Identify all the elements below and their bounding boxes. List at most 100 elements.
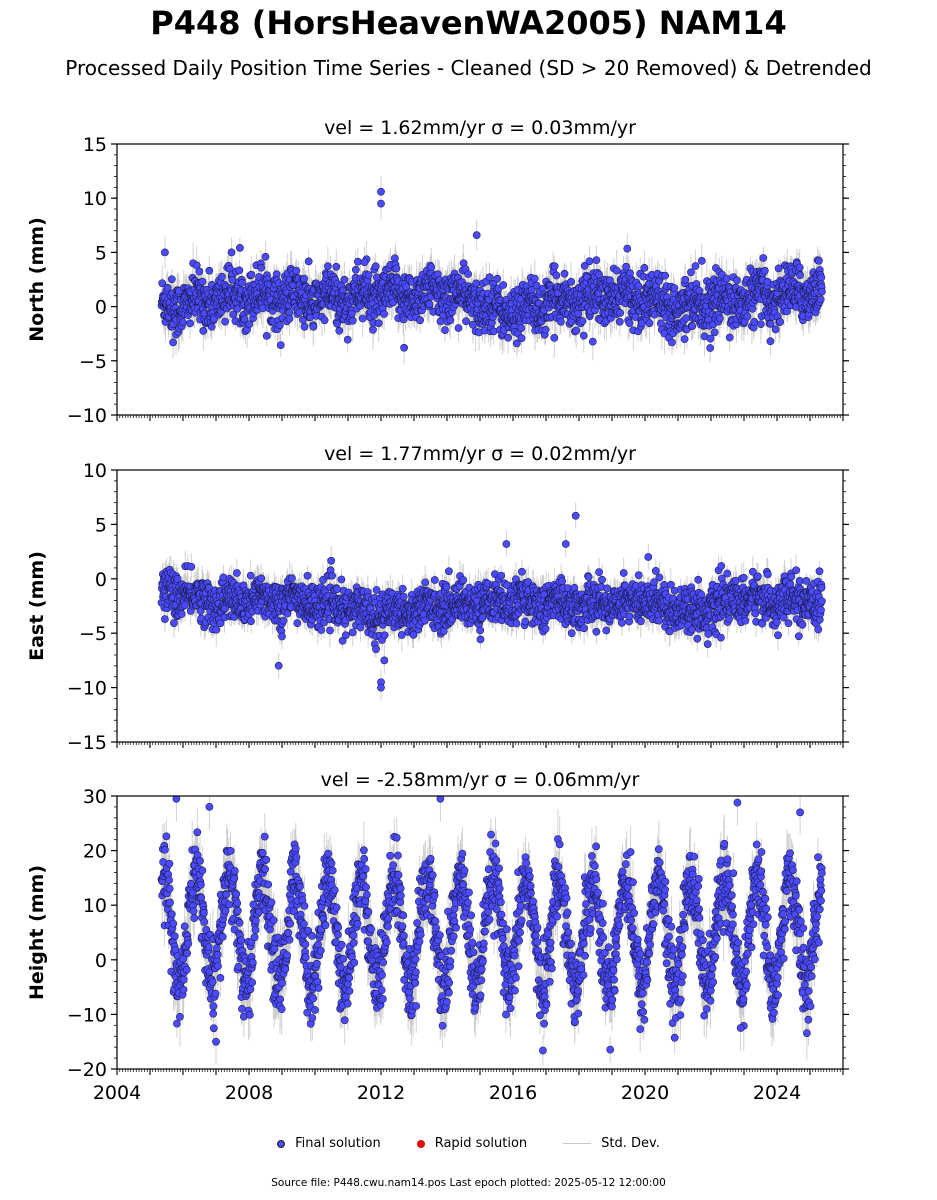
- data-point: [668, 338, 676, 347]
- data-point: [427, 263, 436, 271]
- data-point: [454, 324, 463, 332]
- y-axis-label: North (mm): [26, 217, 48, 342]
- data-point: [469, 320, 477, 329]
- data-point: [695, 286, 704, 295]
- plot-area: [157, 502, 826, 701]
- data-point: [293, 619, 302, 627]
- data-point: [681, 275, 690, 284]
- data-point: [285, 314, 294, 323]
- y-tick-label: 15: [83, 134, 107, 156]
- data-point: [170, 619, 178, 627]
- data-point: [348, 316, 357, 325]
- data-point: [502, 540, 511, 548]
- page-subtitle: Processed Daily Position Time Series - C…: [65, 56, 872, 80]
- y-tick-label: −5: [79, 351, 107, 373]
- data-point: [372, 586, 381, 594]
- data-point: [787, 572, 796, 581]
- data-point: [207, 322, 216, 331]
- data-point: [703, 640, 712, 648]
- data-point: [518, 567, 526, 576]
- data-point: [817, 273, 826, 282]
- data-point: [733, 276, 741, 285]
- chart-canvas: vel = 1.62mm/yr σ = 0.03mm/yr North (mm) −…: [26, 117, 849, 1104]
- data-point: [584, 573, 593, 581]
- data-point: [485, 273, 494, 282]
- data-point: [595, 270, 603, 279]
- data-point: [303, 571, 312, 580]
- data-point: [351, 265, 360, 274]
- data-point: [462, 317, 470, 326]
- data-point: [228, 276, 237, 284]
- data-point: [580, 262, 589, 270]
- data-point: [814, 625, 823, 634]
- data-point: [416, 316, 424, 325]
- data-point: [380, 656, 389, 665]
- y-axis-label: East (mm): [26, 551, 48, 661]
- data-point: [585, 257, 594, 266]
- data-point: [356, 623, 365, 632]
- data-point: [238, 278, 246, 287]
- data-point: [326, 626, 334, 635]
- data-point: [333, 319, 342, 328]
- data-point: [512, 619, 521, 628]
- data-point: [425, 300, 434, 308]
- y-tick-label: −10: [67, 678, 107, 700]
- data-point: [592, 256, 601, 264]
- data-point: [464, 270, 472, 278]
- data-point: [476, 635, 485, 644]
- data-point: [233, 569, 241, 577]
- data-point: [300, 322, 309, 331]
- data-point: [602, 626, 611, 635]
- data-point: [723, 569, 732, 578]
- data-point: [517, 324, 526, 332]
- data-point: [578, 317, 587, 325]
- data-point: [625, 612, 634, 621]
- data-point: [372, 645, 380, 654]
- data-point: [530, 274, 539, 283]
- data-point: [377, 683, 385, 692]
- y-tick-label: −15: [67, 732, 107, 754]
- data-point: [337, 575, 346, 584]
- data-point: [550, 262, 559, 271]
- data-point: [588, 337, 597, 346]
- data-point: [783, 307, 791, 316]
- data-point: [817, 583, 826, 592]
- data-point: [651, 567, 660, 575]
- data-point: [625, 319, 634, 327]
- data-point: [741, 616, 750, 625]
- data-point: [332, 262, 341, 271]
- data-point: [706, 334, 715, 343]
- page-title: P448 (HorsHeavenWA2005) NAM14: [150, 4, 787, 42]
- data-point: [794, 632, 803, 641]
- data-point: [616, 309, 624, 317]
- data-point: [333, 585, 342, 593]
- data-point: [173, 574, 182, 583]
- data-point: [343, 335, 352, 344]
- data-point: [320, 316, 329, 325]
- data-point: [763, 570, 772, 579]
- data-point: [399, 315, 408, 324]
- data-point: [655, 616, 663, 625]
- data-point: [441, 326, 449, 334]
- data-point: [421, 578, 430, 587]
- data-point: [278, 632, 286, 641]
- data-point: [784, 619, 793, 628]
- data-point: [816, 295, 825, 304]
- data-point: [655, 573, 664, 582]
- data-point: [276, 341, 285, 349]
- data-point: [317, 626, 326, 634]
- data-point: [766, 337, 775, 346]
- data-point: [227, 248, 236, 257]
- data-point: [177, 610, 186, 618]
- data-point: [757, 320, 765, 328]
- data-point: [247, 617, 255, 626]
- data-point: [380, 310, 388, 318]
- data-point: [335, 326, 344, 335]
- data-point: [571, 511, 580, 520]
- data-point: [327, 556, 336, 565]
- data-point: [235, 266, 244, 275]
- data-point: [670, 284, 679, 292]
- data-point: [430, 576, 439, 584]
- data-point: [774, 631, 782, 640]
- data-point: [802, 577, 811, 585]
